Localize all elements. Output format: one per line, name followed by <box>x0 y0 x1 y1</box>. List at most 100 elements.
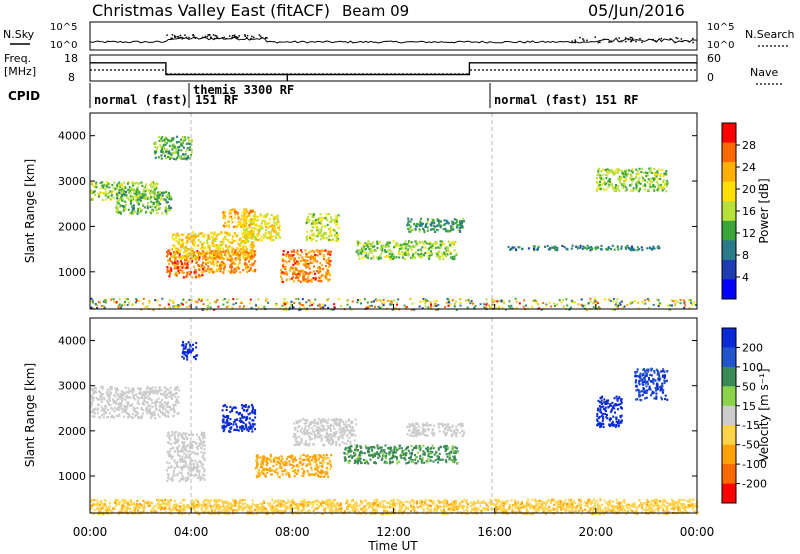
heatmap-cell <box>106 193 109 196</box>
heatmap-cell <box>431 221 434 224</box>
heatmap-cell <box>252 233 255 236</box>
heatmap-cell <box>173 467 176 470</box>
heatmap-cell <box>175 265 178 268</box>
heatmap-cell <box>197 264 200 267</box>
heatmap-cell <box>163 306 166 309</box>
heatmap-cell <box>293 475 296 478</box>
heatmap-cell <box>135 414 138 417</box>
heatmap-cell <box>167 156 169 159</box>
heatmap-cell <box>291 464 294 467</box>
heatmap-cell <box>302 459 305 462</box>
heatmap-cell <box>240 420 243 423</box>
heatmap-cell <box>230 246 233 249</box>
heatmap-cell <box>178 471 181 474</box>
heatmap-cell <box>219 233 222 236</box>
nsky-search-dot <box>223 36 225 39</box>
heatmap-cell <box>280 455 283 458</box>
heatmap-cell <box>428 242 431 246</box>
heatmap-cell <box>310 237 313 241</box>
heatmap-cell <box>630 169 633 173</box>
heatmap-cell <box>104 190 107 193</box>
heatmap-cell <box>638 181 641 184</box>
heatmap-cell <box>194 358 197 361</box>
heatmap-cell <box>101 191 104 195</box>
heatmap-cell <box>224 231 227 234</box>
heatmap-cell <box>311 233 314 236</box>
heatmap-cell <box>465 299 467 302</box>
heatmap-cell <box>397 298 400 301</box>
heatmap-cell <box>503 302 506 305</box>
heatmap-cell <box>157 194 160 197</box>
heatmap-cell <box>338 421 341 424</box>
heatmap-cell <box>181 245 184 248</box>
heatmap-cell <box>141 208 143 211</box>
heatmap-cell <box>232 303 235 306</box>
heatmap-cell <box>90 411 93 414</box>
heatmap-cell <box>221 409 224 412</box>
heatmap-cell <box>175 272 178 276</box>
heatmap-cell <box>164 390 167 393</box>
heatmap-cell <box>261 472 264 475</box>
heatmap-cell <box>136 188 139 191</box>
heatmap-cell <box>308 461 311 464</box>
freq-step-line <box>90 62 697 76</box>
heatmap-cell <box>244 265 247 268</box>
heatmap-cell <box>627 169 630 172</box>
heatmap-cell <box>655 175 658 178</box>
heatmap-cell <box>235 251 238 254</box>
heatmap-cell <box>636 249 639 252</box>
heatmap-cell <box>257 224 260 227</box>
heatmap-cell <box>90 405 93 408</box>
heatmap-cell <box>157 397 160 400</box>
heatmap-cell <box>358 257 361 260</box>
heatmap-cell <box>222 211 225 214</box>
heatmap-cell <box>206 299 209 301</box>
heatmap-cell <box>187 341 190 344</box>
heatmap-cell <box>99 301 101 304</box>
heatmap-cell <box>674 303 677 306</box>
heatmap-cell <box>186 358 189 361</box>
heatmap-cell <box>304 455 307 458</box>
heatmap-cell <box>332 441 335 444</box>
heatmap-cell <box>117 211 120 214</box>
heatmap-cell <box>180 138 183 141</box>
heatmap-cell <box>263 233 265 237</box>
heatmap-cell <box>92 184 95 188</box>
heatmap-cell <box>276 471 279 474</box>
heatmap-cell <box>159 144 162 147</box>
heatmap-cell <box>439 246 442 249</box>
heatmap-cell <box>342 423 345 426</box>
heatmap-cell <box>245 424 248 427</box>
heatmap-cell <box>445 249 448 252</box>
heatmap-cell <box>137 387 140 390</box>
heatmap-cell <box>221 243 224 246</box>
heatmap-cell <box>177 435 180 438</box>
heatmap-cell <box>674 299 677 302</box>
heatmap-cell <box>329 220 331 223</box>
heatmap-cell <box>319 455 322 458</box>
heatmap-cell <box>641 301 644 304</box>
heatmap-cell <box>229 418 232 421</box>
heatmap-cell <box>134 407 137 410</box>
nsky-search-dot <box>654 40 657 42</box>
heatmap-cell <box>296 465 299 468</box>
heatmap-cell <box>151 391 154 394</box>
heatmap-cell <box>184 153 187 156</box>
heatmap-cell <box>186 437 189 440</box>
heatmap-cell <box>90 401 93 404</box>
heatmap-cell <box>224 250 227 253</box>
heatmap-cell <box>339 425 342 428</box>
heatmap-cell <box>175 430 178 434</box>
heatmap-cell <box>532 300 535 303</box>
heatmap-cell <box>308 279 311 282</box>
heatmap-cell <box>444 251 447 254</box>
heatmap-cell <box>412 245 415 248</box>
heatmap-cell <box>128 186 131 189</box>
heatmap-cell <box>285 461 288 464</box>
heatmap-cell <box>189 461 192 464</box>
heatmap-cell <box>130 390 132 393</box>
heatmap-cell <box>322 427 325 430</box>
heatmap-cell <box>318 303 321 306</box>
heatmap-cell <box>338 424 341 427</box>
heatmap-cell <box>253 244 256 247</box>
